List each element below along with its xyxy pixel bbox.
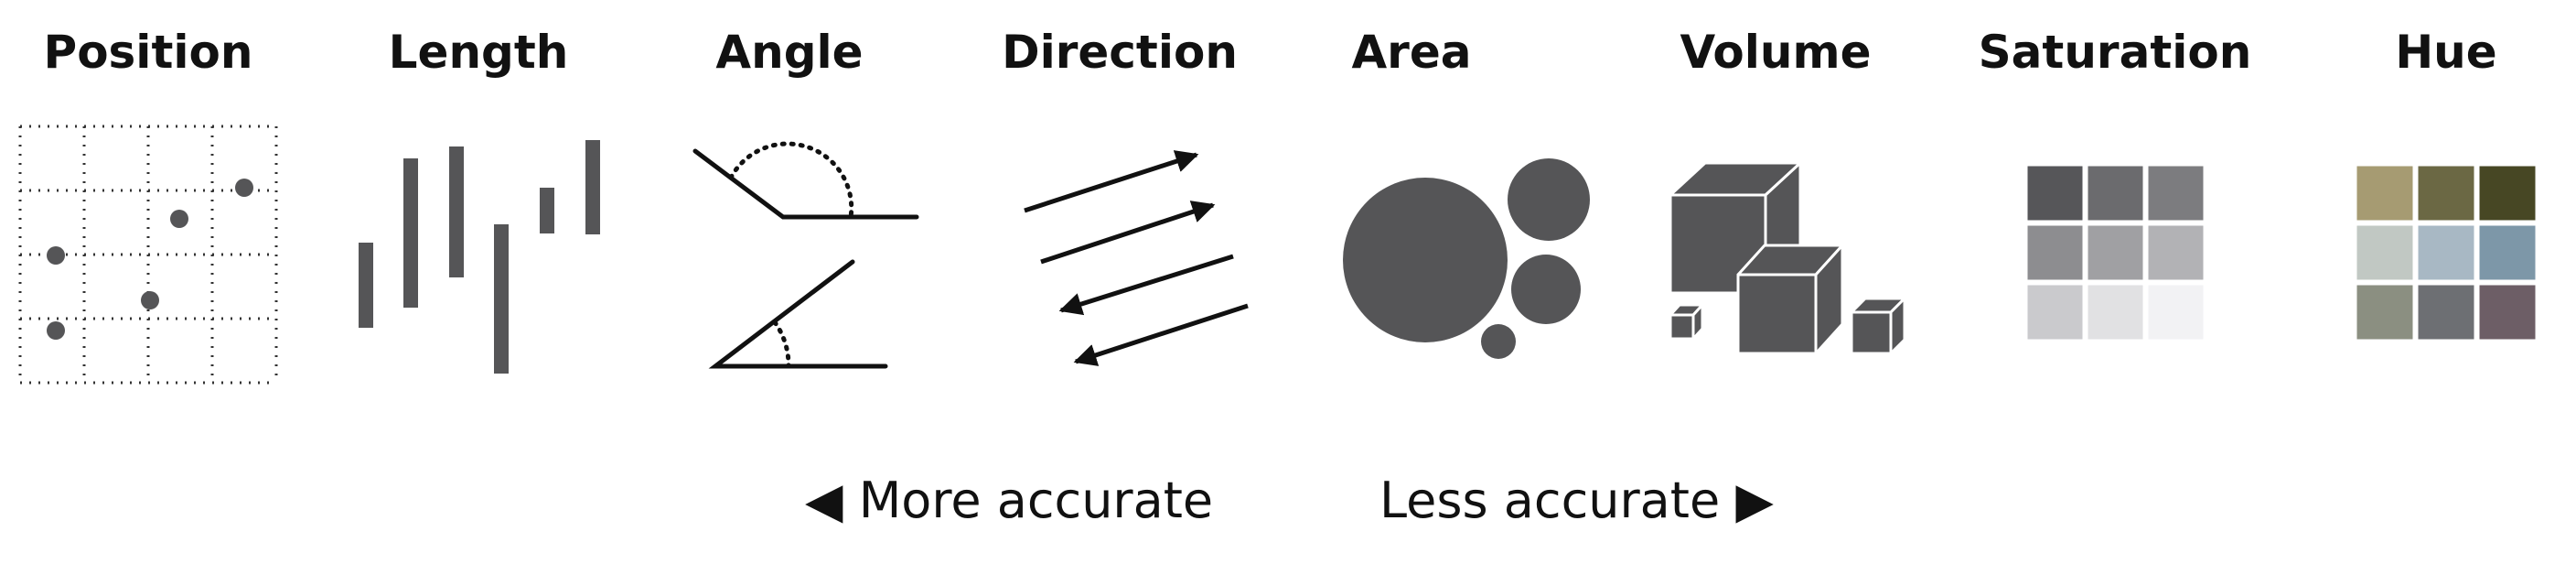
title-position: Position: [43, 26, 253, 79]
length-bar: [449, 146, 464, 277]
saturation-swatch: [2024, 222, 2086, 283]
direction-arrow: [1040, 201, 1216, 265]
hue-swatch: [2415, 222, 2477, 283]
length-glyph: [359, 140, 600, 374]
more-accurate-label: ◀ More accurate: [805, 472, 1214, 529]
hue-swatch: [2476, 222, 2538, 283]
volume-glyph: [1669, 161, 1906, 355]
hue-swatch: [2476, 282, 2538, 342]
saturation-swatch: [2145, 163, 2206, 223]
hue-swatch: [2476, 163, 2538, 223]
hue-swatch: [2354, 282, 2416, 342]
title-hue: Hue: [2395, 26, 2497, 79]
less-accurate-label: Less accurate ▶: [1379, 472, 1774, 529]
saturation-swatch: [2024, 163, 2086, 223]
area-circle: [1508, 158, 1590, 241]
hue-swatch: [2354, 163, 2416, 223]
position-grid: [18, 125, 278, 385]
direction-glyph: [1024, 150, 1249, 366]
title-length: Length: [388, 26, 569, 79]
direction-arrow: [1073, 303, 1249, 366]
direction-arrow: [1058, 254, 1234, 316]
position-dot: [235, 179, 253, 197]
length-bar: [585, 140, 600, 234]
title-saturation: Saturation: [1978, 26, 2252, 79]
position-dot: [47, 246, 65, 265]
volume-cube: [1850, 297, 1906, 355]
title-volume: Volume: [1680, 26, 1872, 79]
area-circle: [1481, 324, 1516, 359]
position-glyph: [18, 125, 278, 385]
title-angle: Angle: [715, 26, 864, 79]
saturation-swatch: [2145, 222, 2206, 283]
direction-arrow: [1024, 150, 1199, 213]
length-bar: [403, 158, 418, 308]
volume-cube: [1669, 303, 1704, 341]
position-dot: [170, 210, 188, 228]
hue-swatch: [2415, 282, 2477, 342]
saturation-glyph: [2024, 163, 2206, 342]
hue-swatch: [2354, 222, 2416, 283]
length-bar: [540, 188, 554, 233]
saturation-swatch: [2024, 282, 2086, 342]
angle-acute: [708, 259, 888, 369]
title-direction: Direction: [1002, 26, 1238, 79]
angle-glyph: [692, 141, 919, 369]
title-area: Area: [1351, 26, 1472, 79]
area-circle: [1511, 255, 1581, 324]
length-bar: [494, 224, 509, 374]
angle-acute-arc: [772, 320, 791, 369]
volume-cube: [1669, 161, 1802, 295]
position-dot: [47, 321, 65, 340]
volume-cube: [1736, 244, 1844, 355]
position-dot: [141, 291, 159, 309]
angle-obtuse-arc: [728, 141, 854, 220]
angle-obtuse: [692, 148, 919, 220]
saturation-swatch: [2085, 163, 2146, 223]
length-bar: [359, 243, 373, 328]
hue-glyph: [2354, 163, 2538, 342]
area-glyph: [1343, 158, 1590, 359]
saturation-swatch: [2085, 282, 2146, 342]
saturation-swatch: [2145, 282, 2206, 342]
hue-swatch: [2415, 163, 2477, 223]
saturation-swatch: [2085, 222, 2146, 283]
area-circle: [1343, 178, 1508, 342]
